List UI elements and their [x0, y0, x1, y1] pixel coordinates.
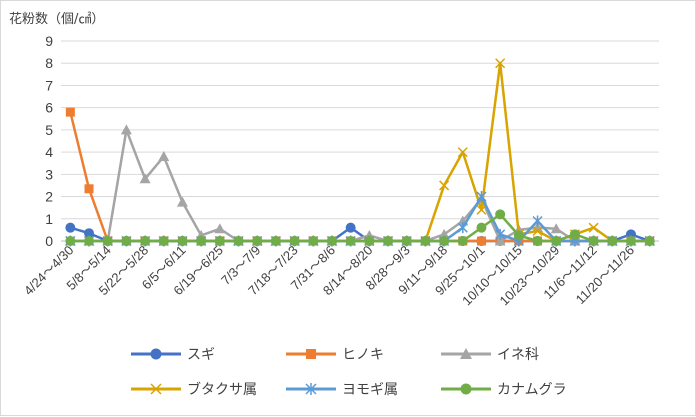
y-tick-label: 4: [45, 144, 53, 160]
data-point: [214, 236, 225, 246]
data-point: [364, 236, 375, 246]
data-point: [289, 236, 300, 246]
data-point: [308, 236, 319, 246]
data-point: [177, 236, 188, 246]
y-tick-label: 1: [45, 211, 53, 227]
data-point: [233, 236, 244, 246]
y-tick-labels: 0 1 2 3 4 5 6 7 8 9: [45, 33, 53, 249]
legend-label: スギ: [187, 347, 215, 363]
legend-swatch-marker: [460, 383, 472, 395]
gridlines: [61, 40, 659, 242]
legend-swatch-marker: [150, 383, 162, 395]
data-point: [401, 236, 412, 246]
data-point: [588, 222, 599, 233]
legend-swatch-marker: [460, 348, 472, 359]
data-point: [457, 147, 468, 158]
data-point: [270, 236, 281, 246]
data-point: [196, 236, 207, 246]
data-point: [607, 236, 618, 246]
legend-label: ヒノキ: [342, 347, 384, 363]
series-6: [65, 209, 655, 246]
y-tick-label: 7: [45, 77, 53, 93]
data-point: [439, 180, 450, 191]
legend-label: ヨモギ属: [342, 382, 398, 398]
legend-label: イネ科: [497, 347, 539, 363]
y-tick-label: 9: [45, 33, 53, 49]
y-axis-unit-label: 花粉数（個/㎠）: [9, 11, 104, 27]
data-point: [438, 228, 450, 239]
data-point: [84, 236, 95, 246]
series-layer: [64, 58, 656, 247]
data-point: [532, 222, 544, 233]
y-tick-label: 5: [45, 122, 53, 138]
series-line: [69, 111, 650, 243]
data-point: [476, 191, 487, 203]
data-point: [532, 215, 543, 227]
legend-label: カナムグラ: [497, 382, 567, 398]
data-point: [532, 225, 543, 237]
data-point: [139, 173, 151, 184]
y-tick-label: 0: [45, 233, 53, 249]
legend-item: イネ科: [441, 347, 539, 363]
data-point: [588, 236, 599, 246]
legend-label: ブタクサ属: [187, 381, 257, 398]
y-tick-label: 3: [45, 166, 53, 182]
x-tick-labels: 4/24～4/305/8～5/145/22～5/286/5～6/116/19～6…: [21, 243, 637, 309]
data-point: [625, 236, 636, 246]
data-point: [439, 236, 450, 246]
legend-item: カナムグラ: [441, 382, 567, 398]
legend-item: ヨモギ属: [286, 382, 398, 398]
y-tick-label: 2: [45, 189, 53, 205]
legend-swatch-marker: [150, 348, 162, 360]
data-point: [120, 124, 132, 135]
y-tick-label: 6: [45, 100, 53, 116]
data-point: [214, 223, 226, 234]
series-3: [64, 124, 656, 246]
data-point: [345, 222, 356, 233]
legend-item: ブタクサ属: [131, 381, 257, 398]
data-point: [158, 236, 169, 246]
data-point: [476, 222, 487, 233]
data-point: [644, 236, 655, 246]
data-point: [65, 222, 76, 233]
data-point: [495, 228, 506, 240]
data-point: [494, 235, 506, 246]
legend-swatch-marker: [305, 383, 317, 395]
data-point: [495, 58, 506, 69]
data-point: [252, 236, 263, 246]
data-point: [158, 151, 170, 162]
data-point: [476, 204, 487, 215]
x-tick-label: 4/24～4/30: [21, 243, 77, 299]
data-point: [420, 236, 431, 246]
legend-swatch-marker: [306, 349, 316, 359]
data-point: [532, 236, 543, 246]
data-point: [326, 236, 337, 246]
data-point: [513, 230, 524, 241]
data-point: [383, 236, 394, 246]
data-point: [550, 223, 562, 234]
data-point: [457, 222, 468, 234]
data-point: [569, 229, 580, 240]
data-point: [457, 236, 468, 246]
data-point: [84, 184, 94, 194]
data-point: [65, 236, 76, 246]
data-point: [495, 209, 506, 220]
data-point: [140, 236, 151, 246]
data-point: [176, 196, 188, 207]
data-point: [476, 236, 486, 246]
data-point: [551, 236, 562, 246]
legend-item: スギ: [131, 347, 215, 363]
series-2: [65, 107, 655, 246]
data-point: [65, 107, 75, 117]
data-point: [121, 236, 132, 246]
y-tick-label: 8: [45, 55, 53, 71]
data-point: [345, 236, 356, 246]
legend-item: ヒノキ: [286, 347, 384, 363]
series-line: [70, 128, 650, 243]
data-point: [102, 236, 113, 246]
